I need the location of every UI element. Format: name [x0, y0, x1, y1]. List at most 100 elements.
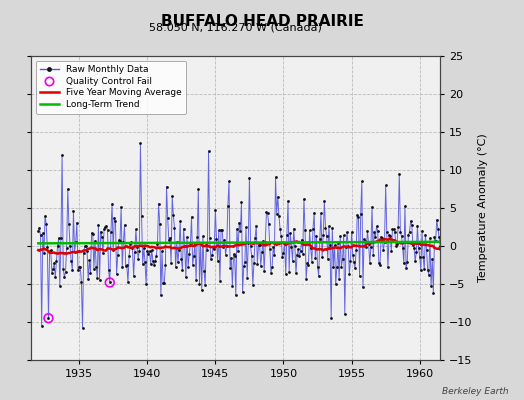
- Point: [243, 274, 252, 281]
- Point: [253, 260, 261, 267]
- Point: [380, 238, 389, 245]
- Point: [54, 235, 63, 241]
- Point: [235, 219, 244, 226]
- Point: [200, 267, 208, 274]
- Point: [72, 238, 80, 245]
- Point: [222, 251, 230, 258]
- Point: [400, 260, 408, 266]
- Point: [351, 265, 359, 271]
- Point: [270, 252, 279, 258]
- Point: [346, 258, 355, 265]
- Point: [300, 196, 308, 202]
- Point: [370, 229, 378, 236]
- Point: [43, 244, 51, 250]
- Point: [34, 228, 42, 234]
- Point: [188, 214, 196, 220]
- Point: [238, 288, 247, 295]
- Point: [154, 240, 162, 247]
- Point: [42, 220, 50, 227]
- Point: [365, 241, 373, 247]
- Point: [266, 246, 274, 253]
- Point: [198, 287, 206, 293]
- Point: [141, 258, 149, 265]
- Point: [295, 253, 303, 260]
- Point: [239, 263, 248, 270]
- Point: [332, 281, 340, 288]
- Point: [176, 218, 184, 224]
- Point: [124, 279, 132, 286]
- Point: [136, 140, 145, 146]
- Point: [416, 254, 424, 260]
- Point: [159, 280, 167, 286]
- Point: [356, 211, 365, 217]
- Point: [369, 252, 377, 258]
- Point: [96, 228, 105, 235]
- Point: [38, 322, 46, 329]
- Point: [437, 248, 445, 254]
- Point: [408, 221, 416, 228]
- Point: [279, 250, 288, 256]
- Point: [337, 264, 346, 270]
- Point: [82, 243, 90, 249]
- Point: [292, 270, 300, 277]
- Point: [424, 272, 433, 278]
- Point: [328, 224, 336, 231]
- Point: [60, 274, 69, 280]
- Point: [276, 226, 285, 232]
- Point: [250, 259, 258, 266]
- Point: [101, 223, 110, 230]
- Point: [50, 260, 58, 266]
- Point: [76, 263, 84, 270]
- Point: [372, 234, 380, 240]
- Point: [95, 277, 104, 283]
- Point: [245, 174, 254, 181]
- Point: [168, 193, 177, 200]
- Point: [268, 263, 276, 270]
- Point: [77, 279, 85, 285]
- Point: [321, 224, 330, 231]
- Point: [367, 244, 375, 251]
- Point: [384, 264, 392, 270]
- Point: [149, 258, 157, 264]
- Point: [283, 232, 291, 238]
- Point: [162, 183, 171, 190]
- Point: [342, 244, 350, 250]
- Point: [73, 220, 81, 226]
- Point: [353, 212, 362, 218]
- Point: [310, 210, 319, 216]
- Point: [352, 247, 361, 253]
- Point: [232, 292, 240, 298]
- Point: [267, 270, 275, 276]
- Text: BUFFALO HEAD PRAIRIE: BUFFALO HEAD PRAIRIE: [160, 14, 364, 29]
- Point: [41, 212, 49, 219]
- Point: [156, 220, 164, 227]
- Point: [333, 264, 341, 270]
- Point: [334, 240, 342, 246]
- Point: [92, 263, 101, 270]
- Point: [339, 256, 347, 262]
- Point: [397, 233, 406, 240]
- Point: [377, 234, 385, 240]
- Point: [305, 227, 314, 234]
- Point: [203, 247, 212, 253]
- Point: [70, 249, 79, 256]
- Point: [144, 251, 152, 257]
- Point: [389, 226, 398, 233]
- Point: [128, 245, 137, 251]
- Point: [121, 222, 129, 228]
- Point: [172, 239, 181, 245]
- Point: [312, 232, 321, 239]
- Text: Berkeley Earth: Berkeley Earth: [442, 387, 508, 396]
- Point: [361, 238, 369, 244]
- Point: [45, 315, 53, 322]
- Point: [396, 229, 405, 235]
- Point: [88, 230, 96, 236]
- Point: [274, 194, 282, 200]
- Point: [165, 237, 173, 244]
- Point: [52, 258, 61, 264]
- Point: [388, 226, 397, 233]
- Point: [170, 225, 179, 231]
- Point: [148, 247, 156, 254]
- Point: [89, 231, 97, 237]
- Point: [280, 241, 289, 248]
